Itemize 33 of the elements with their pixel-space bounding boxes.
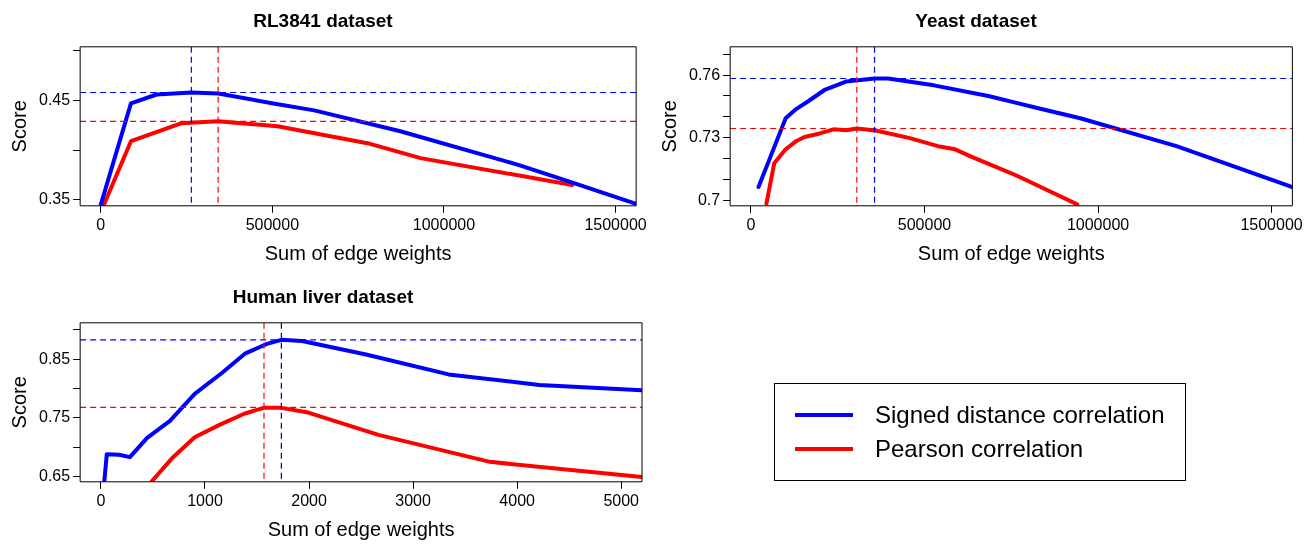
y-tick-label: 0.35 bbox=[39, 190, 71, 208]
x-tick-label: 1500000 bbox=[584, 215, 647, 233]
x-tick-label: 1500000 bbox=[1240, 215, 1303, 233]
y-tick-label: 0.45 bbox=[39, 90, 71, 108]
y-axis-title: Score bbox=[7, 376, 30, 429]
x-axis-title: Sum of edge weights bbox=[917, 241, 1105, 264]
x-tick-label: 0 bbox=[746, 215, 756, 233]
chart-title: Human liver dataset bbox=[232, 285, 414, 307]
x-tick-label: 5000 bbox=[603, 491, 640, 509]
y-tick-label: 0.75 bbox=[39, 408, 71, 426]
y-tick-label: 0.7 bbox=[697, 190, 721, 208]
y-axis-title: Score bbox=[657, 100, 680, 153]
y-tick-label: 0.65 bbox=[39, 466, 71, 484]
x-tick-label: 500000 bbox=[897, 215, 952, 233]
x-tick-label: 0 bbox=[96, 215, 106, 233]
y-tick-label: 0.76 bbox=[689, 65, 721, 83]
chart-title: RL3841 dataset bbox=[253, 9, 394, 31]
x-axis-title: Sum of edge weights bbox=[267, 517, 455, 540]
x-tick-label: 1000 bbox=[187, 491, 223, 509]
x-tick-label: 0 bbox=[96, 491, 106, 509]
x-tick-label: 500000 bbox=[245, 215, 300, 233]
x-tick-label: 1000000 bbox=[412, 215, 476, 233]
y-axis-title: Score bbox=[7, 100, 30, 153]
x-tick-label: 1000000 bbox=[1066, 215, 1130, 233]
x-axis-title: Sum of edge weights bbox=[264, 241, 452, 264]
chart-title: Yeast dataset bbox=[915, 9, 1038, 31]
x-tick-label: 2000 bbox=[291, 491, 327, 509]
legend-label: Signed distance correlation bbox=[875, 401, 1165, 429]
x-tick-label: 4000 bbox=[499, 491, 536, 509]
y-tick-label: 0.73 bbox=[689, 128, 721, 146]
y-tick-label: 0.85 bbox=[39, 349, 71, 367]
x-tick-label: 3000 bbox=[395, 491, 431, 509]
legend-label: Pearson correlation bbox=[875, 435, 1084, 463]
